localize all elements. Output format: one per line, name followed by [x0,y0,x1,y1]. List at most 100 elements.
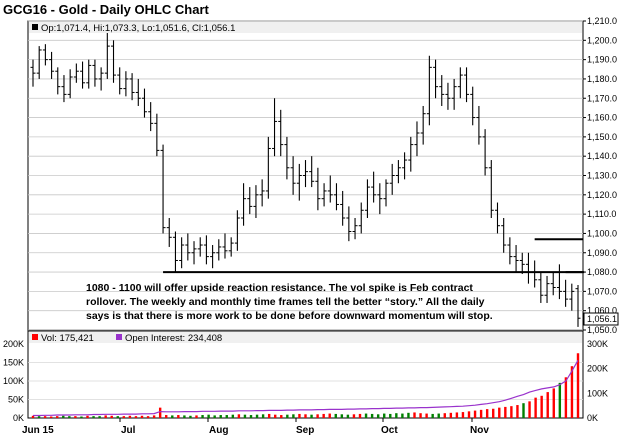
volume-bar [510,406,513,418]
volume-bar [443,413,446,418]
volume-series [31,353,580,418]
ohlc-bar [129,73,135,101]
ohlc-bar [538,272,544,303]
volume-bar [195,415,198,418]
chart-title: GCG16 - Gold - Daily OHLC Chart [3,2,210,17]
ohlc-bar [464,67,470,103]
volume-bar [310,414,313,418]
volume-bar [304,414,307,418]
volume-bar [68,416,71,418]
volume-bar [364,413,368,418]
ohlc-bar [123,71,129,97]
ohlc-bar [296,163,302,201]
volume-bar [280,415,283,418]
ohlc-bar [507,237,513,265]
volume-bar [122,416,126,418]
volume-bar [383,413,386,418]
volume-bar [261,414,265,418]
ohlc-bar [426,55,432,126]
volume-tick-label: 0K [13,413,24,423]
price-tick-label: 1,070.0 [587,286,617,296]
price-tick-label: 1,090.0 [587,248,617,258]
volume-bar [255,414,259,418]
volume-bar [316,414,319,418]
volume-bar [267,413,271,418]
volume-bar [322,413,325,418]
volume-bar [467,411,471,418]
volume-bar [431,413,434,418]
volume-bar [389,413,392,418]
volume-bar [358,413,362,418]
volume-bar [546,392,549,418]
volume-legend-text: Vol: 175,421 [41,333,94,344]
ohlc-bar [104,30,110,79]
price-tick-label: 1,100.0 [587,228,617,238]
ohlc-bar [315,167,321,211]
ohlc-bar [191,241,197,265]
volume-bar [37,416,41,418]
x-tick-label: Jun 15 [22,425,54,436]
volume-bar [43,416,47,418]
ohlc-bar [203,235,209,265]
ohlc-bar [371,171,377,203]
ohlc-bar [470,86,476,126]
price-tick-label: 1,150.0 [587,132,617,142]
open-interest-legend-swatch [116,334,122,340]
ohlc-bar [80,61,86,89]
ohlc-bar [340,190,346,226]
ohlc-bar [265,136,271,199]
price-tick-label: 1,140.0 [587,151,617,161]
ohlc-bar [36,46,42,79]
volume-bar [449,412,453,418]
volume-bar [189,415,192,418]
volume-bar [504,406,507,418]
volume-bar [274,414,277,418]
ohlc-bar [408,136,414,172]
volume-bar [376,414,380,418]
volume-bar [328,413,331,418]
ohlc-bar [420,105,426,145]
ohlc-bar [482,129,488,176]
price-tick-label: 1,160.0 [587,113,617,123]
volume-bar [140,415,144,418]
ohlc-bar [49,51,55,79]
price-tick-label: 1,130.0 [587,171,617,181]
volume-bar [473,410,477,418]
price-tick-label: 1,050.0 [587,325,617,335]
volume-panel [27,330,584,419]
volume-bar [370,413,374,418]
volume-bar [395,413,398,418]
volume-bar [461,412,465,418]
x-axis: Jun 15 Jul Aug Sep Oct Nov [22,418,489,436]
volume-bar [516,405,519,418]
ohlc-bar [154,113,160,157]
ohlc-legend-swatch [32,24,38,30]
volume-bar [243,414,247,418]
ohlc-bar [451,78,457,110]
ohlc-bar [346,206,352,242]
volume-tick-label: 50K [8,395,24,405]
ohlc-bar [544,275,550,303]
price-tick-label: 1,180.0 [587,74,617,84]
volume-bar [522,403,525,418]
ohlc-bar [569,283,575,311]
volume-bar [401,413,404,418]
open-interest-tick-label: 0K [587,413,598,423]
ohlc-bar [327,175,333,203]
volume-bar [485,409,489,418]
open-interest-tick-label: 100K [587,388,608,398]
open-interest-legend-text: Open Interest: 234,408 [125,333,222,344]
annotation-line-2: rollover. The weekly and monthly time fr… [86,296,485,308]
ohlc-bar [389,163,395,195]
volume-bar [158,407,162,418]
ohlc-bar [395,160,401,184]
ohlc-bar [445,82,451,110]
ohlc-bar [67,69,73,99]
price-tick-label: 1,190.0 [587,55,617,65]
ohlc-bar [488,160,494,218]
price-tick-label: 1,080.0 [587,267,617,277]
ohlc-bar [358,202,364,234]
price-tick-label: 1,170.0 [587,93,617,103]
ohlc-bar [228,237,234,257]
